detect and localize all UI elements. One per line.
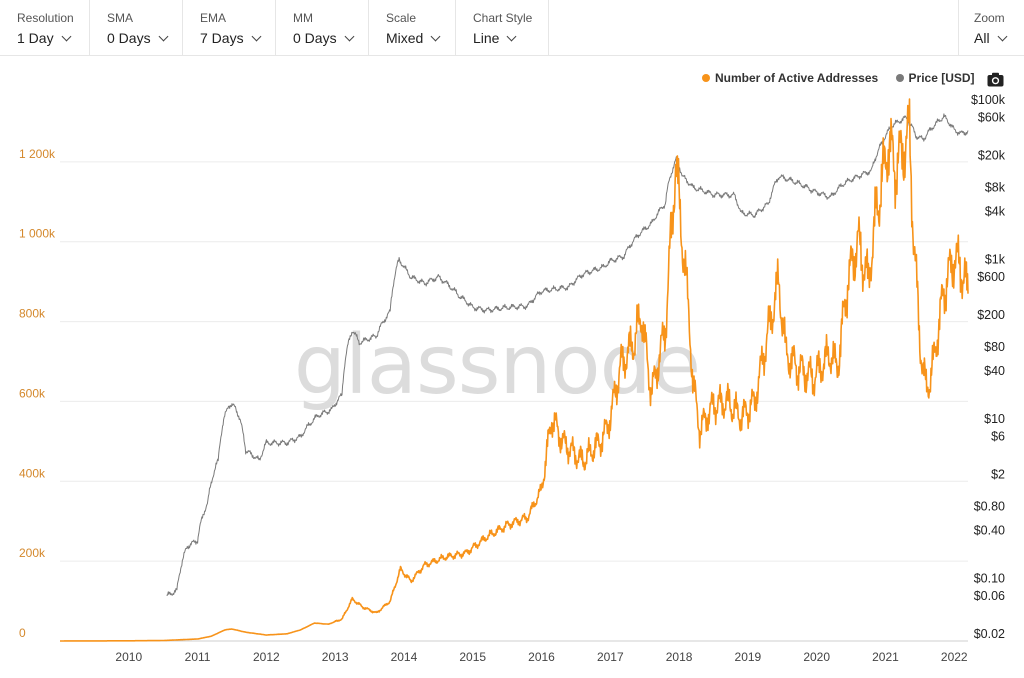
right-axis-ticks: $100k $60k $20k $8k $4k $1k $600 $200 $80 $40 $10 $… <box>971 93 1006 641</box>
right-axis-tick-label: $1k <box>985 252 1006 266</box>
scale-label: Scale <box>386 11 417 25</box>
right-axis-tick-label: $100k <box>971 93 1006 107</box>
x-axis-ticks: 2010 2011 2012 2013 2014 2015 2016 2017 2018 2019… <box>115 650 967 664</box>
left-axis-tick-label: 800k <box>19 307 46 321</box>
right-axis-tick-label: $8k <box>985 180 1006 194</box>
chart-style-dropdown[interactable]: Chart Style Line <box>456 0 549 56</box>
legend-label-price: Price [USD] <box>908 71 975 85</box>
x-axis-tick-label: 2017 <box>597 650 624 664</box>
ema-dropdown[interactable]: EMA 7 Days <box>183 0 276 56</box>
zoom-dropdown[interactable]: Zoom All <box>958 0 1024 56</box>
x-axis-tick-label: 2012 <box>253 650 280 664</box>
mm-label: MM <box>293 11 313 25</box>
chart-legend: Number of Active Addresses Price [USD] <box>702 71 989 85</box>
chart-toolbar: Resolution 1 Day SMA 0 Days EMA 7 Days M… <box>0 0 1024 56</box>
right-axis-tick-label: $0.06 <box>974 589 1005 603</box>
watermark-text: glassnode <box>294 318 700 413</box>
right-axis-tick-label: $6 <box>991 430 1005 444</box>
left-axis-ticks: 0 200k 400k 600k 800k 1 000k 1 200k <box>19 147 56 640</box>
series-lines <box>59 98 969 642</box>
legend-label-active: Number of Active Addresses <box>715 71 879 85</box>
x-axis-tick-label: 2019 <box>735 650 762 664</box>
right-axis-tick-label: $20k <box>978 149 1006 163</box>
mm-dropdown[interactable]: MM 0 Days <box>276 0 369 56</box>
scale-dropdown[interactable]: Scale Mixed <box>369 0 456 56</box>
left-axis-tick-label: 1 000k <box>19 227 56 241</box>
x-axis-tick-label: 2021 <box>872 650 899 664</box>
left-axis-tick-label: 0 <box>19 626 26 640</box>
scale-value: Mixed <box>386 30 424 46</box>
right-axis-tick-label: $80 <box>984 340 1005 354</box>
sma-dropdown[interactable]: SMA 0 Days <box>90 0 183 56</box>
zoom-label: Zoom <box>974 11 1005 25</box>
active-addresses-line <box>59 98 969 642</box>
x-axis-tick-label: 2015 <box>459 650 486 664</box>
ema-label: EMA <box>200 11 227 25</box>
x-axis-tick-label: 2013 <box>322 650 349 664</box>
resolution-label: Resolution <box>17 11 74 25</box>
left-axis-tick-label: 400k <box>19 466 46 480</box>
chart-style-value: Line <box>473 30 500 46</box>
x-axis-tick-label: 2018 <box>666 650 693 664</box>
ema-value: 7 Days <box>200 30 244 46</box>
right-axis-tick-label: $200 <box>977 308 1005 322</box>
right-axis-tick-label: $0.10 <box>974 571 1005 585</box>
right-axis-tick-label: $40 <box>984 364 1005 378</box>
right-axis-tick-label: $0.02 <box>974 627 1005 641</box>
left-axis-tick-label: 1 200k <box>19 147 56 161</box>
x-axis-tick-label: 2022 <box>941 650 968 664</box>
legend-dot-price <box>895 74 904 82</box>
resolution-dropdown[interactable]: Resolution 1 Day <box>0 0 90 56</box>
x-axis-tick-label: 2011 <box>185 650 211 664</box>
grid-lines <box>60 161 968 642</box>
right-axis-tick-label: $4k <box>985 204 1006 218</box>
sma-label: SMA <box>107 11 134 25</box>
left-axis-tick-label: 200k <box>19 546 46 560</box>
x-axis-tick-label: 2014 <box>391 650 418 664</box>
camera-icon[interactable] <box>987 72 1004 87</box>
legend-item-active-addresses[interactable]: Number of Active Addresses <box>702 71 878 85</box>
legend-dot-active <box>702 74 710 82</box>
left-axis-tick-label: 600k <box>19 386 46 400</box>
x-axis-tick-label: 2020 <box>803 650 830 664</box>
zoom-value: All <box>974 30 990 46</box>
mm-value: 0 Days <box>293 30 337 46</box>
sma-value: 0 Days <box>107 30 151 46</box>
resolution-value: 1 Day <box>17 30 54 46</box>
right-axis-tick-label: $600 <box>977 270 1005 284</box>
right-axis-tick-label: $60k <box>978 111 1006 125</box>
right-axis-tick-label: $2 <box>991 468 1005 482</box>
chart-style-label: Chart Style <box>473 11 533 25</box>
right-axis-tick-label: $10 <box>984 412 1005 426</box>
legend-item-price[interactable]: Price [USD] <box>895 71 975 85</box>
right-axis-tick-label: $0.40 <box>974 523 1005 537</box>
x-axis-tick-label: 2010 <box>115 650 142 664</box>
price-usd-line <box>166 113 969 596</box>
x-axis-tick-label: 2016 <box>528 650 555 664</box>
right-axis-tick-label: $0.80 <box>974 499 1005 513</box>
